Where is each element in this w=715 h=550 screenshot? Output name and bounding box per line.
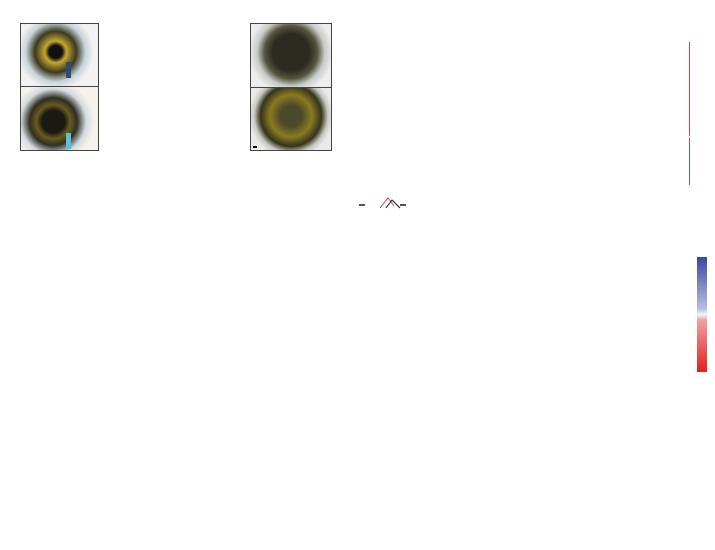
zscore-colorbar [697,257,707,372]
exon3-box [400,204,406,206]
chart-e [0,195,230,375]
chart-k [615,395,715,550]
cone-bracket [689,42,690,136]
chart-c [460,10,575,170]
chart-g [460,190,570,375]
chart-h [0,395,135,550]
chart-j [455,395,620,550]
exon5-box [359,204,365,206]
retina-photo-ctrl [20,23,99,87]
sashimi-plot [232,216,432,381]
chart-a [98,10,228,170]
chart-b [330,10,460,170]
rod-bracket [689,138,690,185]
model-diagram [140,395,455,550]
ao-photo-usp39 [250,87,332,151]
arrow-icon [66,62,71,78]
retina-photo-usp39 [20,86,99,151]
splice-schematic-icon [380,197,401,209]
ao-tag [253,146,257,148]
ao-photo-ctrl [250,23,332,88]
arrow-icon [66,133,71,149]
